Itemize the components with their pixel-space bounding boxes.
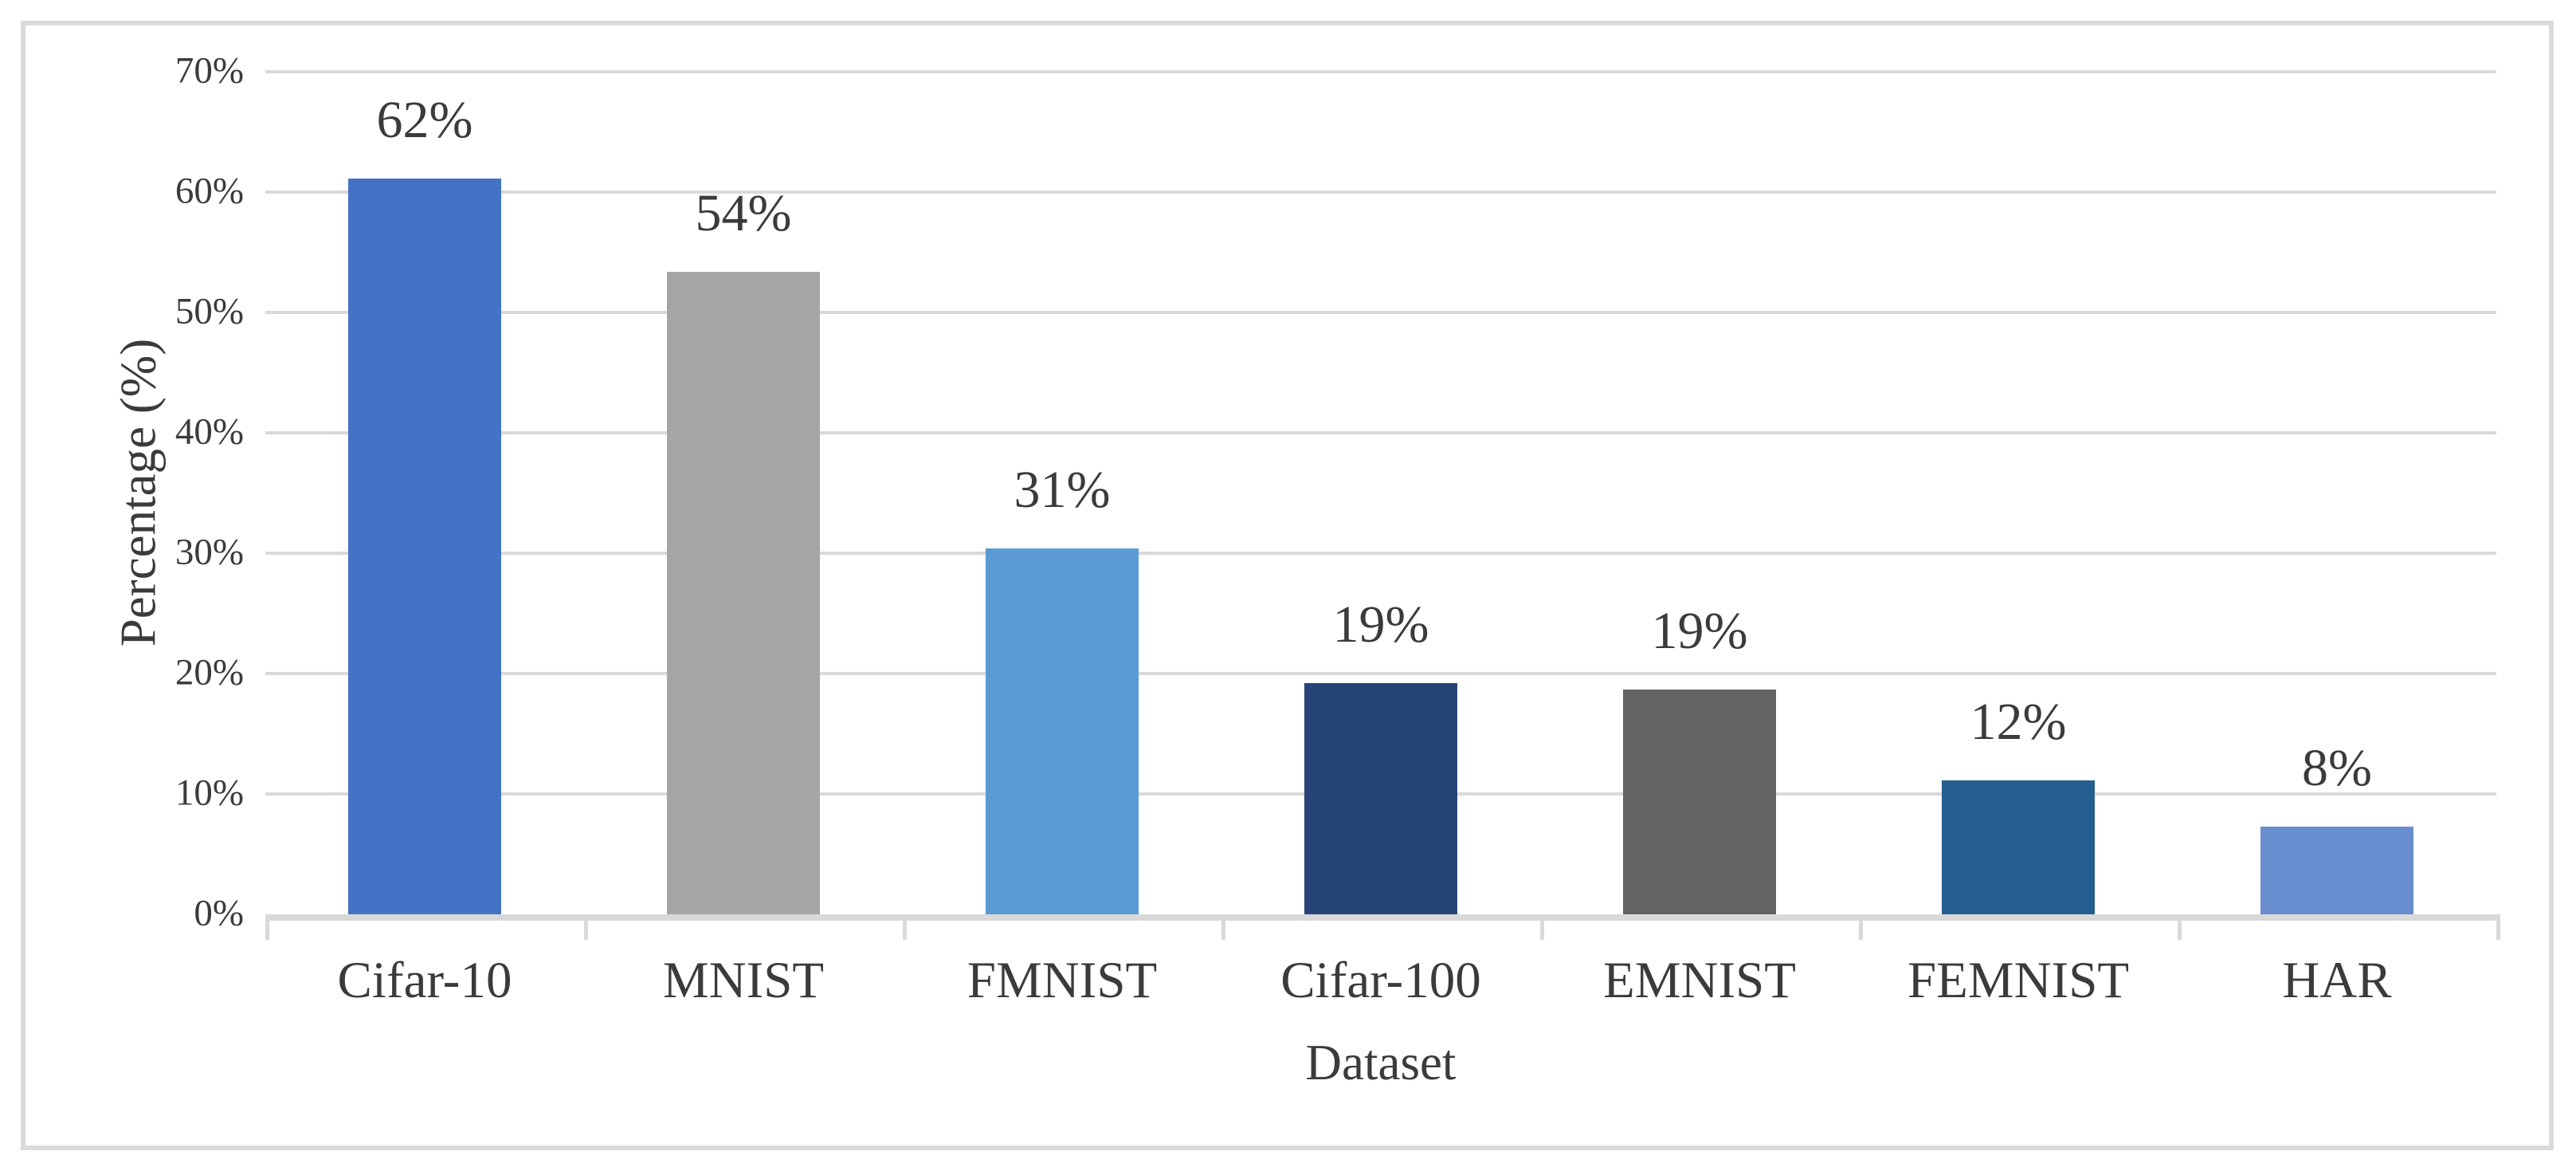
x-axis-tick <box>265 914 269 940</box>
data-label: 62% <box>376 91 473 149</box>
y-tick-label: 60% <box>174 170 244 212</box>
data-label: 19% <box>1332 595 1429 654</box>
y-tick-label: 40% <box>174 411 244 453</box>
y-tick-label: 50% <box>174 290 244 332</box>
category-label: MNIST <box>662 952 825 1009</box>
y-gridline <box>265 70 2496 73</box>
bar-fmnist <box>986 548 1139 914</box>
y-tick-label: 30% <box>174 531 244 573</box>
x-axis-tick <box>1859 914 1863 940</box>
x-axis-tick <box>1540 914 1544 940</box>
y-tick-label: 70% <box>174 49 244 92</box>
y-gridline <box>265 311 2496 314</box>
data-label: 54% <box>695 184 792 242</box>
bar-cifar-100 <box>1304 683 1457 914</box>
y-gridline <box>265 431 2496 434</box>
bar-cifar-10 <box>348 179 501 914</box>
category-label: FEMNIST <box>1907 952 2130 1009</box>
data-label: 19% <box>1651 602 1748 660</box>
x-axis-tick <box>1221 914 1225 940</box>
y-tick-label: 0% <box>194 892 244 934</box>
x-axis-line <box>265 914 2500 921</box>
data-label: 8% <box>2302 739 2372 797</box>
category-label: Cifar-100 <box>1280 952 1481 1009</box>
y-tick-label: 20% <box>174 651 244 693</box>
category-label: HAR <box>2282 952 2392 1009</box>
y-gridline <box>265 672 2496 675</box>
y-axis-title: Percentage (%) <box>110 338 167 647</box>
data-label: 31% <box>1014 461 1111 519</box>
y-gridline <box>265 191 2496 194</box>
bar-emnist <box>1623 690 1776 914</box>
category-label: FMNIST <box>966 952 1158 1009</box>
data-label: 12% <box>1970 693 2067 751</box>
x-axis-tick <box>584 914 588 940</box>
x-axis-tick <box>2178 914 2182 940</box>
category-label: Cifar-10 <box>337 952 512 1009</box>
bar-femnist <box>1942 780 2095 914</box>
x-axis-title: Dataset <box>1305 1035 1457 1090</box>
category-label: EMNIST <box>1603 952 1796 1009</box>
y-tick-label: 10% <box>174 772 244 814</box>
y-gridline <box>265 552 2496 555</box>
bar-har <box>2260 827 2413 914</box>
x-axis-tick <box>903 914 907 940</box>
x-axis-tick <box>2496 914 2500 940</box>
bar-mnist <box>667 272 820 914</box>
